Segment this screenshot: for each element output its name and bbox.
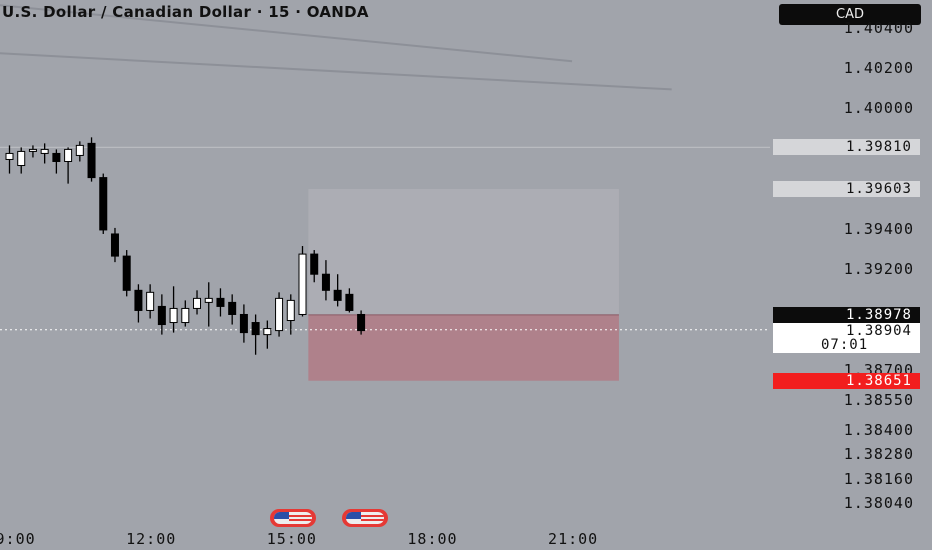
candle-body <box>181 307 190 324</box>
us-flag-icon[interactable] <box>341 509 388 527</box>
candle-body <box>64 148 73 162</box>
candle-body <box>99 177 108 231</box>
price-tag: 1.38978 <box>773 306 920 323</box>
candle-body <box>298 253 307 315</box>
price-axis-label: 1.40200 <box>843 58 914 77</box>
candle-body <box>5 152 14 160</box>
candle-body <box>193 297 202 309</box>
flag-emblem <box>345 512 384 524</box>
price-axis-label: 1.40400 <box>843 18 914 37</box>
price-axis-label: 1.38280 <box>843 445 914 464</box>
candle-body <box>251 322 260 336</box>
price-axis-label: 1.39200 <box>843 260 914 279</box>
candle-body <box>216 297 225 307</box>
candle-body <box>286 299 295 322</box>
candle-body <box>239 313 248 334</box>
candle-body <box>333 289 342 301</box>
time-axis-label: 15:00 <box>266 530 317 548</box>
candle-body <box>122 255 131 291</box>
candle-body <box>345 293 354 311</box>
price-axis-label: 1.38160 <box>843 469 914 488</box>
candle-body <box>134 289 143 311</box>
candle-body <box>275 297 284 332</box>
price-tag: 1.39603 <box>773 181 920 198</box>
candle-body <box>87 142 96 179</box>
currency-selector[interactable]: CAD <box>779 4 921 25</box>
position-target-zone <box>308 314 619 381</box>
time-axis-label: 09:00 <box>0 530 36 548</box>
price-axis-label: 1.39400 <box>843 219 914 238</box>
flag-emblem <box>274 512 313 524</box>
trendline-1 <box>0 52 672 91</box>
candle-body <box>228 301 237 315</box>
bar-countdown: 07:01 <box>821 336 869 353</box>
candle-body <box>40 148 49 154</box>
price-axis-label: 1.38400 <box>843 421 914 440</box>
time-axis-label: 21:00 <box>548 530 599 548</box>
price-axis-label: 1.38040 <box>843 493 914 512</box>
us-flag-icon[interactable] <box>270 509 317 527</box>
time-axis-label: 12:00 <box>126 530 177 548</box>
price-tag: 1.38651 <box>773 372 920 389</box>
current-price-tag: 1.38904 07:01 <box>773 322 920 353</box>
time-axis-label: 18:00 <box>407 530 458 548</box>
candle-body <box>321 273 330 291</box>
candle-body <box>146 291 155 311</box>
candle-body <box>110 233 119 257</box>
current-price-value: 1.38904 <box>845 322 912 339</box>
candle-body <box>169 307 178 324</box>
candle-body <box>52 152 61 162</box>
price-axis-label: 1.38550 <box>843 391 914 410</box>
candle-body <box>263 328 272 336</box>
chart-title: U.S. Dollar / Canadian Dollar · 15 · OAN… <box>2 3 369 21</box>
candle-body <box>75 144 84 156</box>
candle-body <box>310 253 319 275</box>
candle-body <box>17 150 26 167</box>
price-axis-label: 1.40000 <box>843 99 914 118</box>
price-tag: 1.39810 <box>773 139 920 156</box>
candle-body <box>28 148 37 152</box>
trendline-0 <box>0 4 573 63</box>
candle-body <box>204 297 213 303</box>
candle-body <box>157 305 166 326</box>
candle-body <box>357 313 366 332</box>
position-stop-zone <box>308 189 619 315</box>
